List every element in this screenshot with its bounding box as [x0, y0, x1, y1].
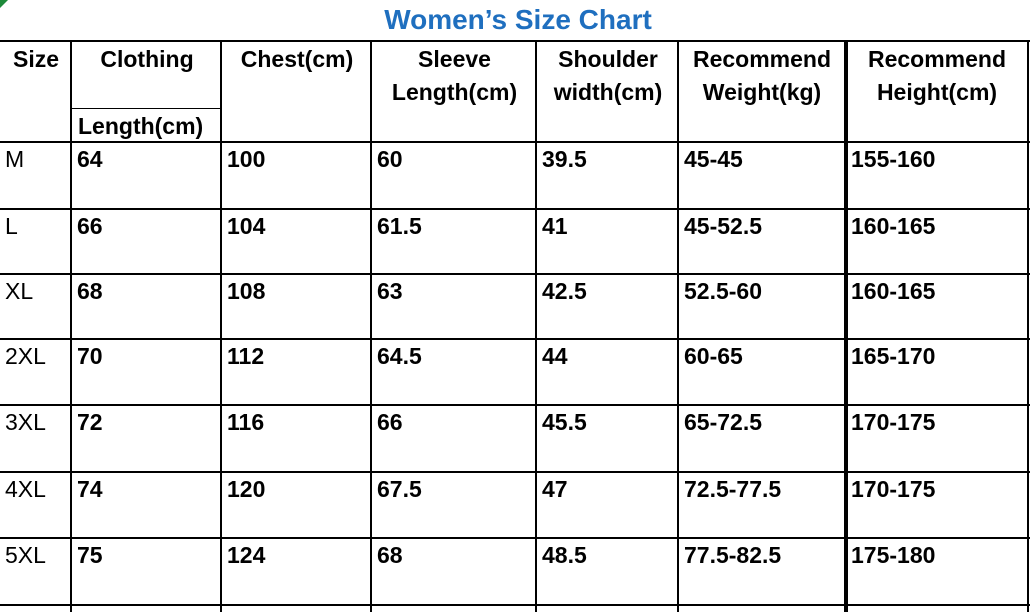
header-length: Length(cm)	[78, 113, 204, 139]
cell-sleeve: 63	[377, 278, 403, 304]
header-sub-divider	[72, 108, 222, 109]
cell-chest: 112	[227, 343, 265, 369]
cell-length: 68	[77, 278, 103, 304]
cell-chest: 124	[227, 542, 266, 568]
cell-sleeve: 66	[377, 409, 403, 435]
cell-weight: 45-52.5	[684, 213, 763, 239]
cell-corner-marker	[0, 0, 8, 8]
cell-shoulder: 39.5	[542, 146, 587, 172]
cell-size: XL	[5, 278, 34, 304]
cell-chest: 104	[227, 213, 266, 239]
cell-size: M	[5, 146, 25, 172]
row-divider	[0, 404, 1030, 406]
column-divider	[677, 40, 679, 612]
cell-weight: 72.5-77.5	[684, 476, 782, 502]
column-divider	[70, 40, 72, 612]
header-sleeve-2: Length(cm)	[391, 79, 518, 105]
cell-sleeve: 68	[377, 542, 403, 568]
cell-chest: 116	[227, 409, 265, 435]
header-weight-2: Weight(kg)	[702, 79, 822, 105]
column-divider	[844, 40, 846, 612]
column-divider	[535, 40, 537, 612]
cell-chest: 120	[227, 476, 266, 502]
cell-height: 155-160	[851, 146, 936, 172]
cell-length: 70	[77, 343, 103, 369]
cell-shoulder: 45.5	[542, 409, 587, 435]
column-divider	[846, 40, 848, 612]
header-weight-1: Recommend	[692, 46, 832, 72]
row-divider	[0, 273, 1030, 275]
cell-shoulder: 42.5	[542, 278, 587, 304]
cell-height: 160-165	[851, 213, 936, 239]
cell-height: 165-170	[851, 343, 936, 369]
header-shoulder-2: width(cm)	[553, 79, 663, 105]
cell-weight: 45-45	[684, 146, 743, 172]
table-top-border	[0, 40, 1030, 42]
cell-weight: 52.5-60	[684, 278, 763, 304]
cell-sleeve: 67.5	[377, 476, 422, 502]
column-divider	[220, 40, 222, 612]
row-divider	[0, 604, 1030, 606]
cell-size: 5XL	[5, 542, 46, 568]
cell-shoulder: 44	[542, 343, 568, 369]
cell-weight: 77.5-82.5	[684, 542, 782, 568]
cell-shoulder: 41	[542, 213, 568, 239]
row-divider	[0, 208, 1030, 210]
cell-height: 160-165	[851, 278, 936, 304]
cell-length: 72	[77, 409, 103, 435]
header-shoulder-1: Shoulder	[558, 46, 658, 72]
row-divider	[0, 141, 1030, 143]
cell-height: 175-180	[851, 542, 936, 568]
row-divider	[0, 537, 1030, 539]
cell-sleeve: 60	[377, 146, 403, 172]
cell-height: 170-175	[851, 476, 936, 502]
page-title: Women’s Size Chart	[384, 4, 652, 35]
cell-length: 64	[77, 146, 103, 172]
header-height-1: Recommend	[867, 46, 1007, 72]
row-divider	[0, 471, 1030, 473]
header-chest: Chest(cm)	[240, 46, 354, 72]
cell-size: L	[5, 213, 18, 239]
cell-size: 3XL	[5, 409, 46, 435]
header-size: Size	[12, 46, 60, 72]
cell-size: 2XL	[5, 343, 46, 369]
cell-shoulder: 47	[542, 476, 568, 502]
cell-length: 75	[77, 542, 103, 568]
cell-chest: 108	[227, 278, 266, 304]
header-height-2: Height(cm)	[876, 79, 998, 105]
cell-size: 4XL	[5, 476, 46, 502]
cell-height: 170-175	[851, 409, 936, 435]
header-clothing: Clothing	[100, 46, 194, 72]
row-divider	[0, 338, 1030, 340]
cell-length: 66	[77, 213, 103, 239]
column-divider	[1027, 40, 1029, 612]
column-divider	[370, 40, 372, 612]
cell-sleeve: 64.5	[377, 343, 422, 369]
cell-weight: 60-65	[684, 343, 743, 369]
cell-shoulder: 48.5	[542, 542, 587, 568]
cell-chest: 100	[227, 146, 266, 172]
cell-weight: 65-72.5	[684, 409, 763, 435]
cell-length: 74	[77, 476, 103, 502]
header-sleeve-1: Sleeve	[418, 46, 491, 72]
cell-sleeve: 61.5	[377, 213, 422, 239]
